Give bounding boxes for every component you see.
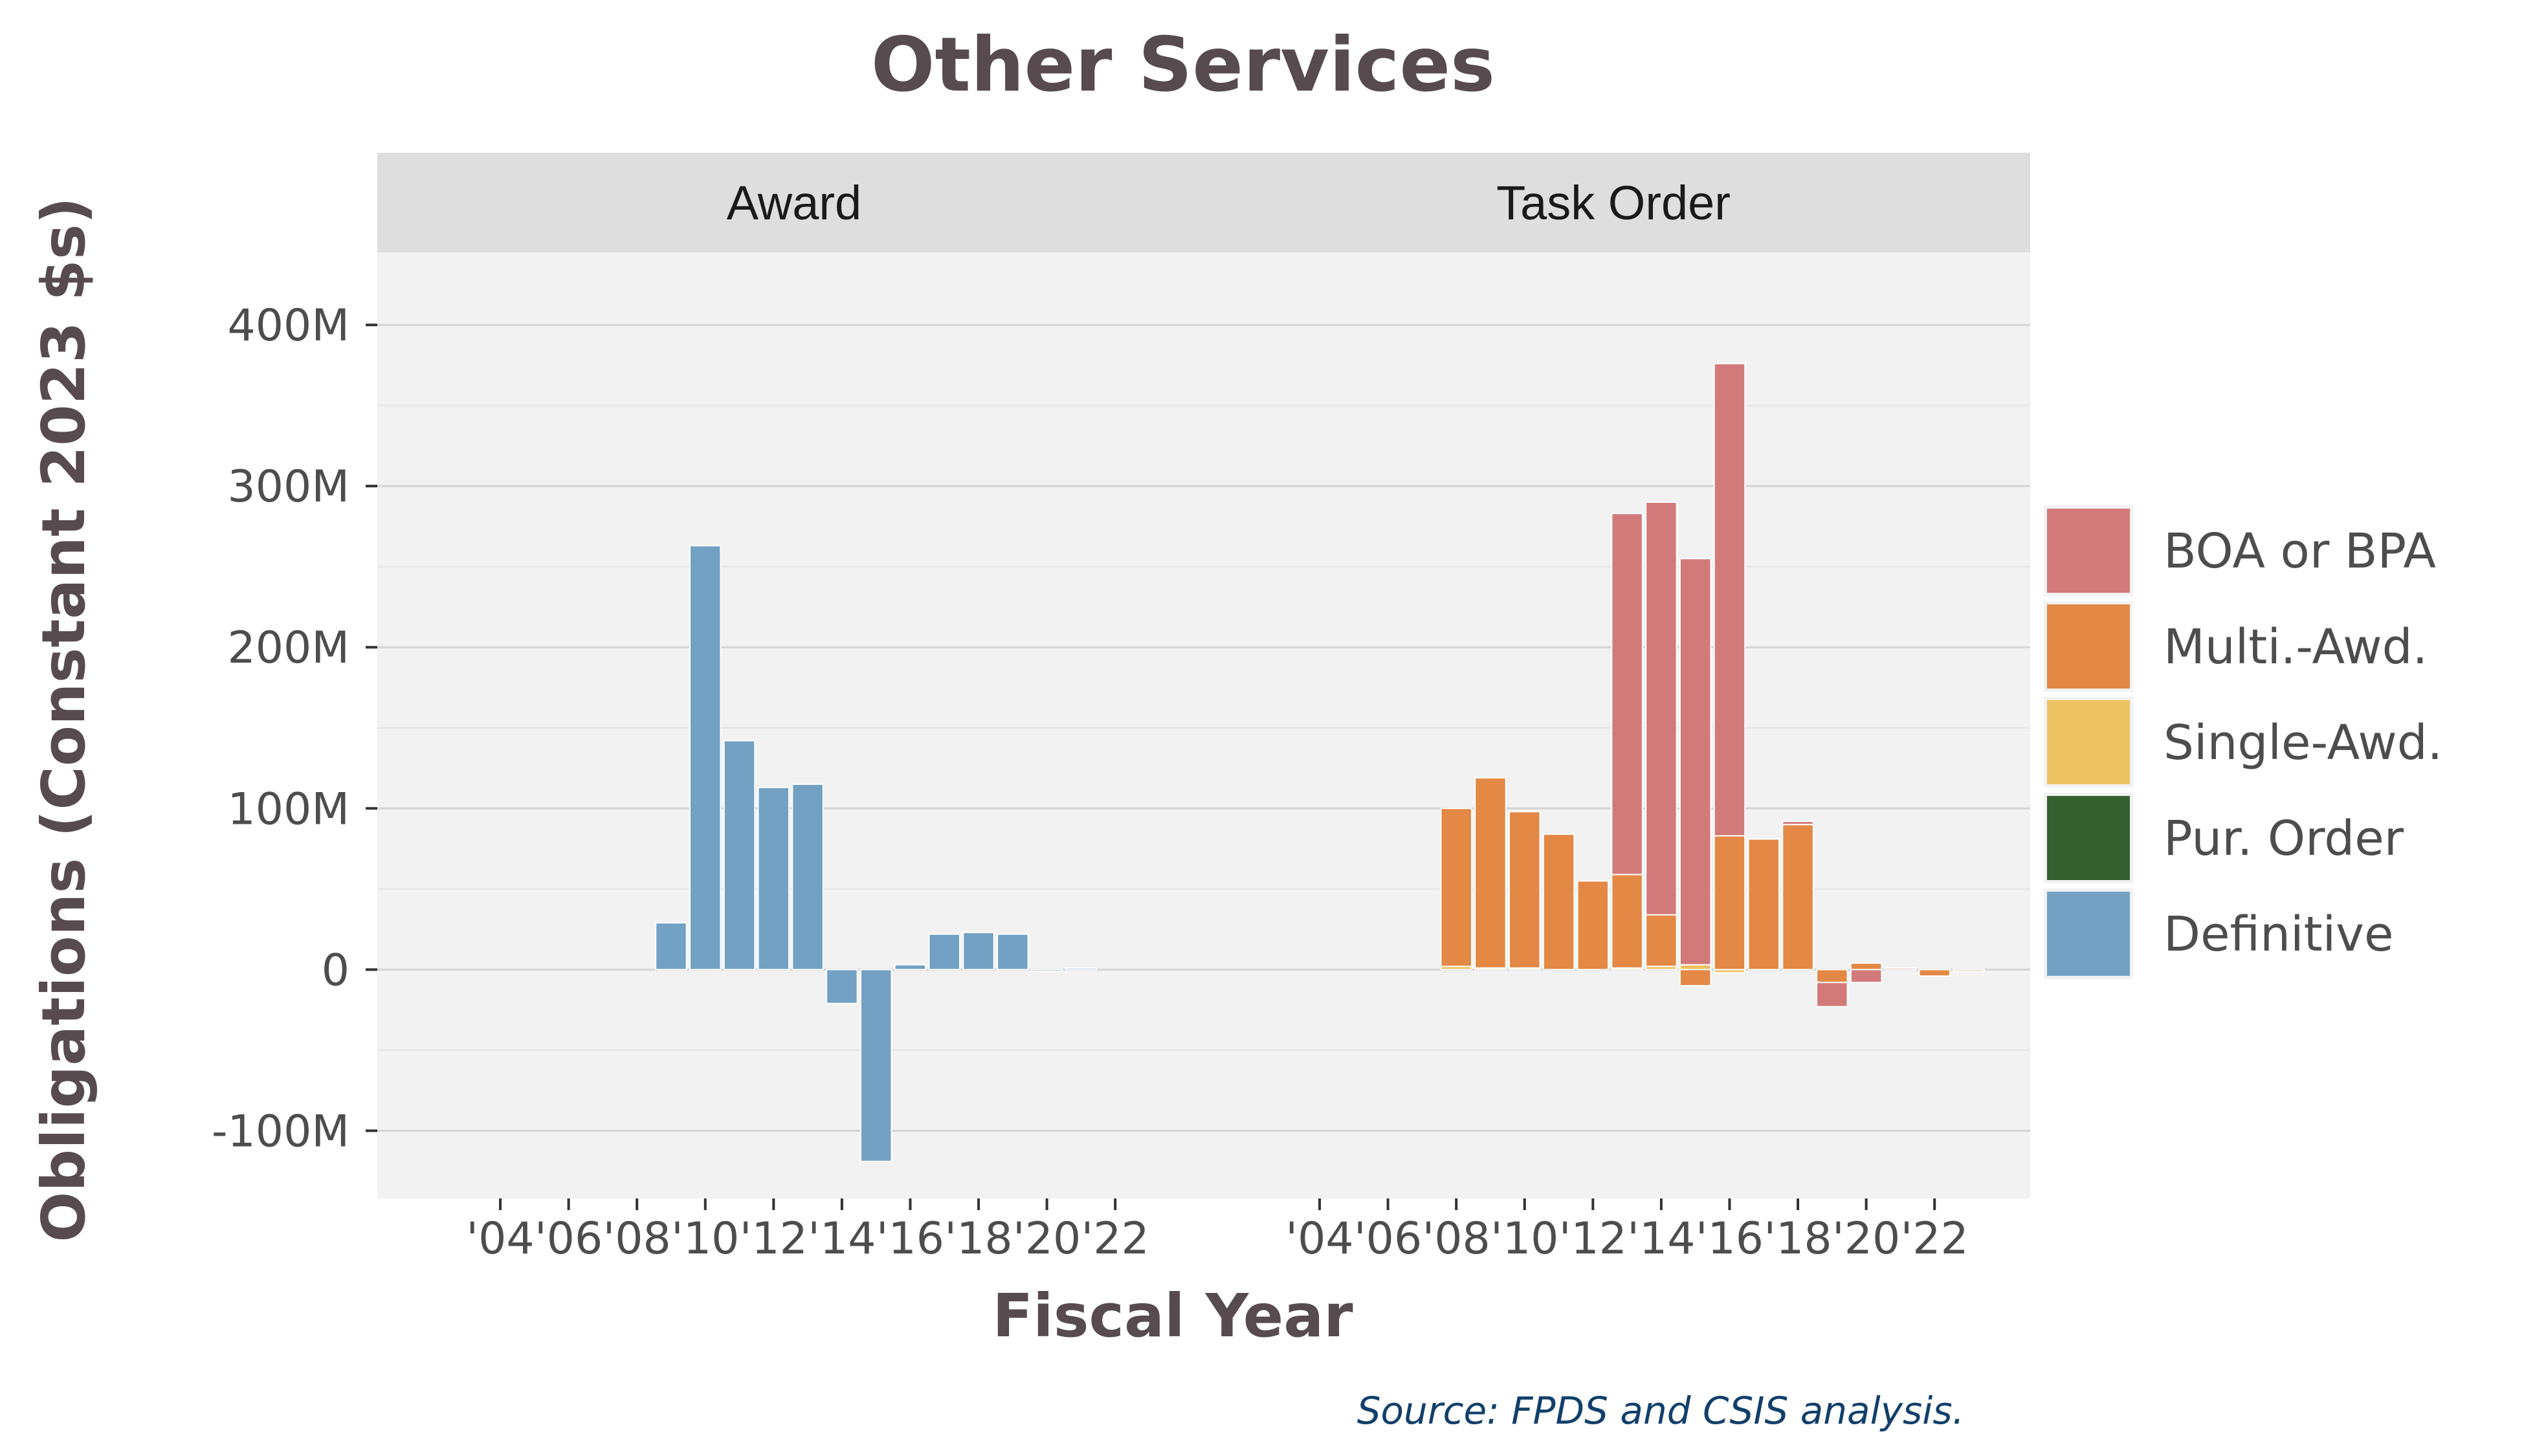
bar-definitive-2011 [723, 740, 756, 971]
bar-boa-or-bpa-2018 [1782, 821, 1814, 826]
bar-boa-or-bpa-2013 [1611, 513, 1643, 876]
panel-strip-label: Task Order [1496, 176, 1731, 230]
panel-task-order: Task Order '04'06'08'10'12'14'16'18'20'22 [1197, 153, 2030, 1264]
y-tick-label: -100M [212, 1106, 349, 1157]
legend: BOA or BPA Multi.-Awd. Single-Awd. Pur. Ord… [2044, 505, 2442, 979]
x-tick-label: '14 [1627, 1213, 1695, 1264]
panel-strip-label: Award [727, 176, 861, 230]
bar-multi-awd-2022 [1918, 969, 1951, 977]
x-axis-title: Fiscal Year [992, 1281, 1353, 1351]
bar-multi-awd-2008 [1440, 808, 1472, 967]
legend-label: BOA or BPA [2164, 524, 2436, 579]
bar-boa-or-bpa-2021 [1884, 967, 1917, 971]
panel-award: Award '04'06'08'10'12'14'16'18'20'22 [377, 153, 1211, 1264]
bar-definitive-2010 [689, 545, 722, 971]
bar-multi-awd-2009 [1474, 777, 1507, 969]
bar-multi-awd-2019 [1816, 969, 1848, 984]
x-tick-label: '10 [1490, 1213, 1558, 1264]
bar-multi-awd-2010 [1509, 811, 1541, 969]
x-tick-label: '20 [1832, 1213, 1900, 1264]
x-tick-label: '06 [535, 1213, 603, 1264]
bar-multi-awd-2013 [1611, 874, 1643, 969]
bar-definitive-2016 [894, 964, 927, 971]
legend-label: Definitive [2164, 907, 2393, 962]
legend-item-boa-or-bpa: BOA or BPA [2044, 505, 2436, 596]
bar-definitive-2015 [859, 969, 892, 1162]
bar-definitive-2017 [928, 933, 961, 971]
y-tick-label: 300M [228, 461, 349, 513]
bar-definitive-2020 [1030, 969, 1063, 972]
x-tick-label: '10 [671, 1213, 739, 1264]
x-tick-label: '04 [1285, 1213, 1353, 1264]
x-tick-label: '14 [808, 1213, 876, 1264]
x-tick-label: '06 [1354, 1213, 1422, 1264]
bar-multi-awd-2015 [1679, 969, 1712, 987]
bar-definitive-2014 [826, 969, 858, 1004]
bar-definitive-2009 [655, 922, 687, 971]
bar-multi-awd-2017 [1747, 838, 1780, 971]
bar-multi-awd-2020 [1850, 962, 1883, 971]
x-tick-label: '20 [1013, 1213, 1081, 1264]
legend-label: Single-Awd. [2164, 715, 2442, 771]
legend-label: Pur. Order [2164, 811, 2404, 866]
legend-swatch [2047, 700, 2130, 784]
x-tick-label: '08 [603, 1213, 671, 1264]
bar-multi-awd-2012 [1577, 880, 1610, 971]
x-tick-label: '22 [1901, 1213, 1969, 1264]
bar-boa-or-bpa-2016 [1713, 362, 1746, 837]
x-tick-label: '22 [1081, 1213, 1149, 1264]
bar-boa-or-bpa-2015 [1679, 558, 1712, 965]
legend-label: Multi.-Awd. [2164, 619, 2428, 675]
legend-swatch [2047, 892, 2130, 976]
panel-strip [1197, 153, 2030, 252]
x-tick-label: '18 [944, 1213, 1012, 1264]
legend-swatch [2047, 509, 2130, 593]
legend-item-definitive: Definitive [2044, 888, 2393, 979]
bar-multi-awd-2023 [1953, 969, 1985, 972]
x-tick-label: '16 [1696, 1213, 1764, 1264]
bar-definitive-2019 [997, 933, 1029, 971]
x-tick-label: '18 [1764, 1213, 1832, 1264]
y-tick-label: 100M [228, 784, 349, 835]
y-axis-title: Obligations (Constant 2023 $s) [29, 197, 98, 1242]
x-tick-label: '12 [740, 1213, 808, 1264]
bar-definitive-2013 [792, 783, 824, 971]
y-tick-label: 0 [322, 945, 349, 996]
legend-swatch [2047, 796, 2130, 880]
bar-multi-awd-2011 [1542, 833, 1575, 971]
chart-title: Other Services [871, 21, 1495, 109]
bar-single-awd-2015 [1679, 964, 1712, 971]
bar-definitive-2021 [1065, 967, 1098, 971]
y-axis: -100M 0 100M 200M 300M 400M [212, 300, 377, 1157]
legend-item-single-awd: Single-Awd. [2044, 697, 2442, 788]
panel-background [377, 252, 1211, 1198]
x-tick-label: '16 [876, 1213, 944, 1264]
y-tick-label: 400M [228, 300, 349, 351]
x-tick-label: '04 [466, 1213, 534, 1264]
panel-strip [377, 153, 1211, 252]
bar-boa-or-bpa-2020 [1850, 969, 1883, 984]
y-tick-label: 200M [228, 623, 349, 674]
legend-item-pur-order: Pur. Order [2044, 793, 2404, 883]
bar-multi-awd-2014 [1645, 914, 1677, 967]
bar-boa-or-bpa-2014 [1645, 502, 1677, 916]
legend-item-multi-awd: Multi.-Awd. [2044, 601, 2428, 692]
legend-swatch [2047, 604, 2130, 689]
bar-definitive-2018 [962, 932, 995, 971]
bar-boa-or-bpa-2019 [1816, 982, 1848, 1008]
x-tick-label: '12 [1559, 1213, 1627, 1264]
bar-definitive-2012 [757, 786, 790, 971]
bar-multi-awd-2016 [1713, 835, 1746, 971]
source-caption: Source: FPDS and CSIS analysis. [1357, 1389, 1964, 1433]
bar-multi-awd-2018 [1782, 824, 1814, 971]
x-tick-label: '08 [1423, 1213, 1490, 1264]
